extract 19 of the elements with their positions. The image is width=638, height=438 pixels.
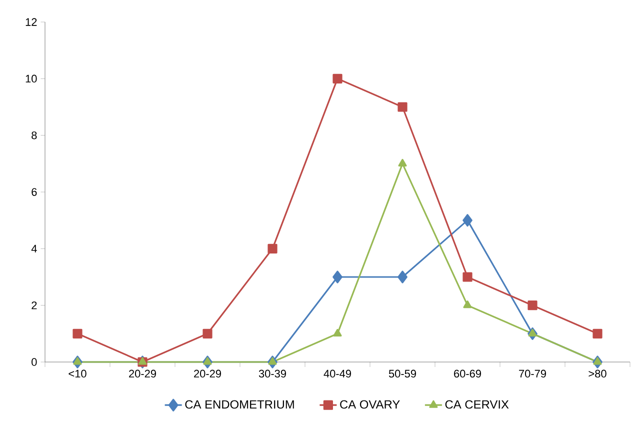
y-tick-label: 4	[31, 244, 37, 252]
y-tick-label: 6	[32, 188, 37, 196]
y-tick-label: 8	[32, 131, 37, 140]
y-tick-label: 10	[26, 74, 37, 83]
x-tick-label: 20-29	[194, 370, 221, 378]
y-tick-label: 2	[32, 302, 37, 310]
legend-label: CA ENDOMETRIUM	[185, 400, 294, 409]
x-tick-label: <10	[68, 370, 86, 378]
legend-label: CA OVARY	[340, 400, 400, 409]
x-tick-label: 40-49	[324, 370, 351, 378]
x-tick-label: >80	[588, 370, 606, 378]
y-tick-label: 12	[26, 18, 37, 26]
x-tick-label: 70-79	[519, 370, 546, 378]
x-tick-label: 30-39	[258, 370, 286, 378]
x-tick-label: 50-59	[388, 370, 416, 378]
x-tick-label: 60-69	[454, 370, 481, 378]
legend-label: CA CERVIX	[445, 400, 509, 409]
y-tick-label: 0	[32, 358, 37, 366]
x-tick-label: 20-29	[129, 370, 156, 378]
